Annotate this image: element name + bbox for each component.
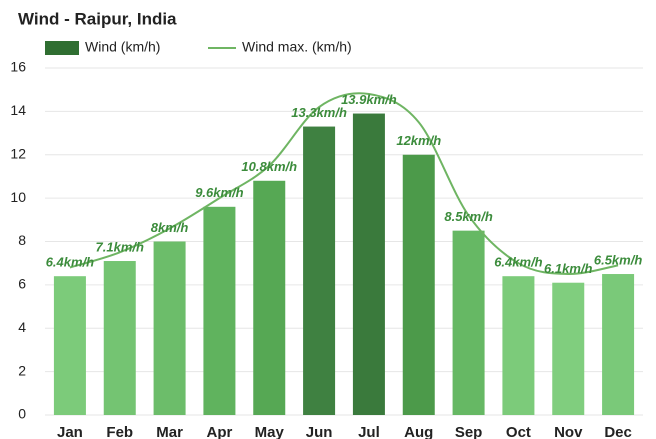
data-label: 8.5km/h [444,209,492,224]
y-tick-label: 0 [18,406,26,422]
data-label: 6.4km/h [46,255,94,270]
legend-label: Wind (km/h) [85,39,160,55]
y-tick-label: 2 [18,362,26,378]
x-tick-label: Jan [57,424,83,439]
y-tick-label: 4 [18,319,26,335]
legend-label: Wind max. (km/h) [242,39,352,55]
x-tick-label: Feb [106,424,133,439]
y-tick-label: 16 [10,59,26,75]
line [69,92,619,276]
bar [103,261,136,415]
legend-swatch [45,41,79,55]
data-label: 7.1km/h [96,239,144,254]
x-tick-label: Mar [156,424,183,439]
chart-title: Wind - Raipur, India [18,9,177,28]
bar [53,276,86,415]
x-tick-label: Apr [206,424,232,439]
bar [352,113,385,415]
x-tick-label: May [255,424,285,439]
data-label: 12km/h [396,133,441,148]
bar [203,206,236,415]
x-tick-label: Jul [358,424,380,439]
bar [452,230,485,415]
x-tick-label: Dec [604,424,632,439]
data-label: 10.8km/h [241,159,297,174]
data-label: 13.9km/h [341,92,397,107]
x-tick-label: Jun [306,424,333,439]
x-tick-label: Aug [404,424,433,439]
y-tick-label: 12 [10,145,26,161]
y-tick-label: 10 [10,189,26,205]
bar [303,126,336,416]
data-label: 13.3km/h [291,105,347,120]
bar [502,276,535,415]
bar [253,180,286,415]
data-label: 6.4km/h [494,255,542,270]
x-tick-label: Nov [554,424,583,439]
data-label: 6.1km/h [544,261,592,276]
bar [552,282,585,415]
data-label: 8km/h [151,220,189,235]
bar [153,241,186,415]
data-label: 9.6km/h [195,185,243,200]
bar [602,274,635,415]
y-tick-label: 8 [18,232,26,248]
x-tick-label: Sep [455,424,483,439]
y-tick-label: 14 [10,102,26,118]
x-tick-label: Oct [506,424,531,439]
data-label: 6.5km/h [594,252,642,267]
y-tick-label: 6 [18,276,26,292]
bar [402,154,435,415]
